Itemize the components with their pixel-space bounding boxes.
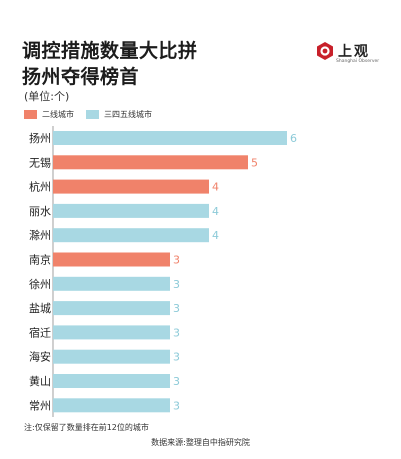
legend-label-tier2: 二线城市 bbox=[42, 110, 74, 119]
category-label: 杭州 bbox=[29, 180, 51, 194]
logo-mark-icon bbox=[317, 42, 333, 60]
data-label: 3 bbox=[173, 254, 180, 267]
title-line-2: 扬州夺得榜首 bbox=[22, 66, 140, 88]
unit-label: (单位:个) bbox=[24, 90, 70, 103]
logo-subtitle: Shanghai Observer bbox=[336, 59, 380, 64]
category-label: 海安 bbox=[29, 350, 51, 364]
logo-name: 上观 bbox=[338, 44, 370, 60]
bar bbox=[53, 398, 170, 413]
bar bbox=[53, 155, 248, 170]
bar bbox=[53, 374, 170, 388]
bar bbox=[53, 131, 287, 145]
legend-item-tier2: 二线城市 bbox=[24, 109, 74, 120]
legend-swatch-tier2 bbox=[24, 110, 37, 119]
legend: 二线城市 三四五线城市 bbox=[24, 109, 164, 120]
data-label: 4 bbox=[212, 181, 219, 194]
data-label: 3 bbox=[173, 326, 180, 339]
data-label: 3 bbox=[173, 375, 180, 388]
data-label: 6 bbox=[290, 132, 297, 145]
bar bbox=[53, 349, 170, 364]
bar bbox=[53, 228, 209, 243]
category-label: 宿迁 bbox=[29, 325, 51, 339]
bar bbox=[53, 276, 170, 291]
bar-chart: 扬州 6 无锡 5 杭州 4 丽水 4 滁州 4 南京 3 徐州 3 盐城 3 宿迁 3 海安 3 黄山 3 常州 3 bbox=[29, 126, 297, 417]
category-label: 盐城 bbox=[29, 302, 51, 315]
bar bbox=[53, 325, 170, 340]
category-label: 黄山 bbox=[29, 374, 51, 388]
bar bbox=[53, 179, 209, 194]
category-label: 常州 bbox=[29, 399, 51, 412]
category-label: 徐州 bbox=[29, 277, 51, 291]
category-label: 滁州 bbox=[29, 228, 51, 242]
category-label: 扬州 bbox=[29, 131, 51, 145]
legend-swatch-tier345 bbox=[86, 110, 99, 119]
bar bbox=[53, 203, 209, 218]
footnote: 注:仅保留了数量排在前12位的城市 bbox=[24, 423, 149, 432]
data-label: 4 bbox=[212, 229, 219, 242]
bar bbox=[53, 252, 170, 267]
chart-title: 调控措施数量大比拼 扬州夺得榜首 bbox=[22, 38, 198, 90]
legend-label-tier345: 三四五线城市 bbox=[104, 110, 152, 119]
legend-item-tier345: 三四五线城市 bbox=[86, 109, 152, 120]
data-label: 4 bbox=[212, 205, 219, 218]
category-label: 丽水 bbox=[29, 205, 51, 218]
data-label: 3 bbox=[173, 278, 180, 291]
data-label: 3 bbox=[173, 399, 180, 412]
data-label: 3 bbox=[173, 302, 180, 315]
bar bbox=[53, 301, 170, 316]
brand-logo: 上观 Shanghai Observer bbox=[316, 40, 386, 66]
category-label: 南京 bbox=[29, 253, 51, 267]
data-label: 5 bbox=[251, 156, 258, 169]
data-source: 数据来源:整理自中指研究院 bbox=[151, 438, 250, 447]
category-label: 无锡 bbox=[29, 155, 51, 169]
data-label: 3 bbox=[173, 351, 180, 364]
title-line-1: 调控措施数量大比拼 bbox=[22, 40, 198, 62]
